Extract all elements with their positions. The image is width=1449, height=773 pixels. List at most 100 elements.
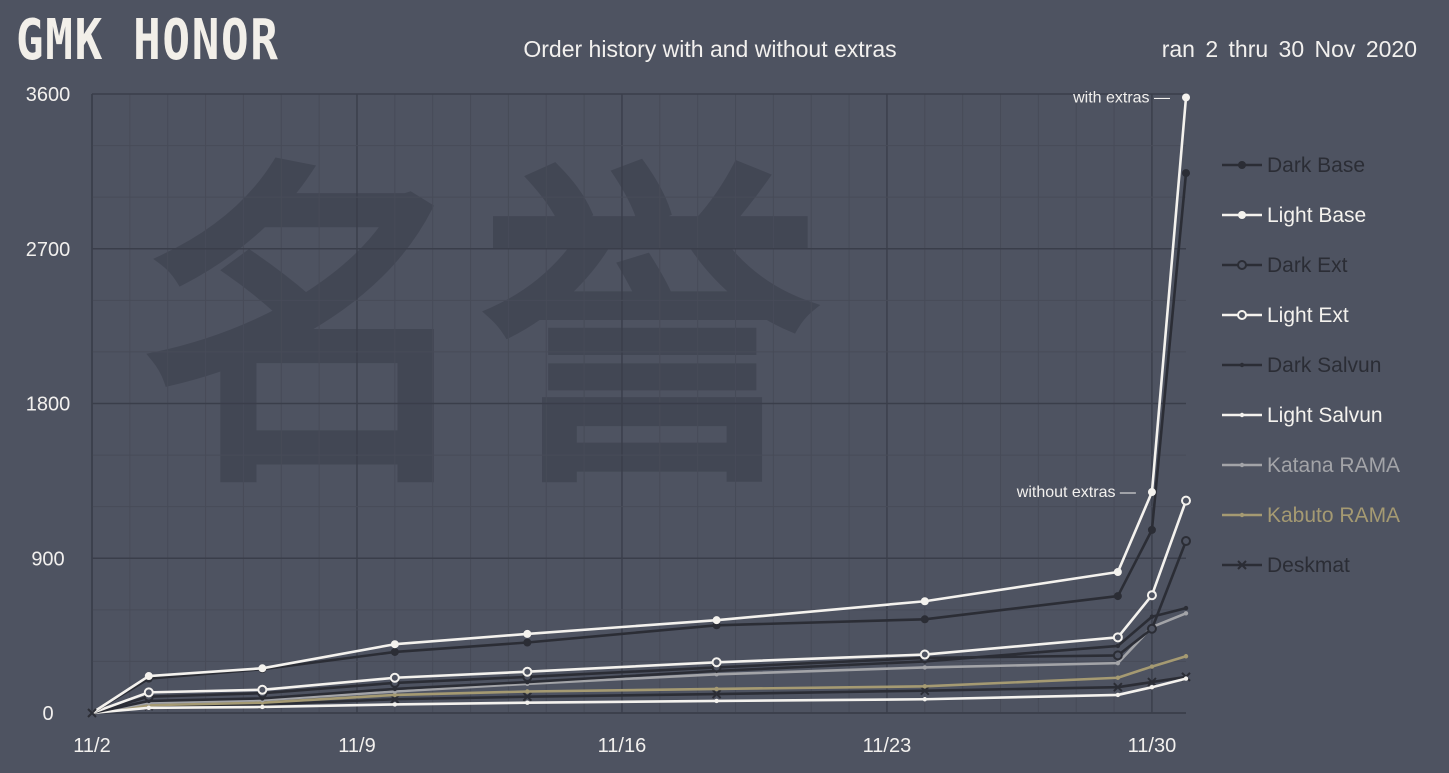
series-line xyxy=(91,172,1188,715)
legend-marker xyxy=(1239,512,1245,518)
data-point xyxy=(714,686,719,692)
data-point xyxy=(922,684,928,689)
x-marker-stroke xyxy=(87,708,97,718)
data-point xyxy=(1113,568,1122,577)
x-marker-stroke xyxy=(920,685,930,696)
series-line xyxy=(91,655,1187,715)
y-tick-label: 900 xyxy=(31,548,64,570)
data-point xyxy=(1115,660,1121,666)
series-light-ext xyxy=(91,495,1191,715)
legend-item-kabuto-rama: Kabuto RAMA xyxy=(1222,504,1400,527)
series-dark-ext xyxy=(91,536,1191,715)
data-point xyxy=(714,698,719,704)
x-marker-stroke xyxy=(1113,682,1123,692)
data-point xyxy=(920,685,930,696)
data-point xyxy=(1115,643,1121,649)
data-point xyxy=(390,694,400,704)
data-point xyxy=(389,672,400,683)
data-point xyxy=(1113,682,1123,692)
data-point xyxy=(922,697,928,702)
data-point xyxy=(390,640,399,649)
legend-item-light-ext: Light Ext xyxy=(1222,304,1349,327)
series-line xyxy=(91,612,1187,715)
data-point xyxy=(257,684,268,695)
x-tick-label: 11/9 xyxy=(338,735,375,757)
data-point xyxy=(1115,675,1121,680)
legend-label: Light Base xyxy=(1267,204,1366,227)
legend-item-deskmat: Deskmat xyxy=(1222,554,1350,577)
y-tick-label: 1800 xyxy=(26,394,71,416)
data-point xyxy=(390,647,399,656)
series-line xyxy=(91,606,1187,715)
legend-marker xyxy=(1239,362,1245,368)
data-point xyxy=(711,657,722,668)
y-tick-label: 2700 xyxy=(26,239,71,261)
data-point xyxy=(1112,650,1123,661)
data-point xyxy=(1149,614,1155,619)
data-point xyxy=(146,705,151,711)
logo: GMK HONOR xyxy=(16,8,280,73)
legend: Dark Base Light Base Dark Ext Light Ext Dark… xyxy=(1222,154,1400,577)
x-tick-label: 11/16 xyxy=(598,735,647,757)
legend-marker xyxy=(1239,412,1245,418)
x-marker-stroke xyxy=(1237,560,1247,570)
legend-label: Light Salvun xyxy=(1267,404,1383,427)
legend-item-dark-ext: Dark Ext xyxy=(1222,254,1348,277)
x-tick-label: 11/30 xyxy=(1128,735,1177,757)
data-point xyxy=(525,700,530,705)
data-point xyxy=(1182,169,1190,178)
data-point xyxy=(714,672,719,677)
annotation-without-extras: without extras — xyxy=(1016,484,1136,501)
series-light-salvun xyxy=(91,676,1189,715)
x-tick-label: 11/23 xyxy=(863,735,912,757)
x-marker-stroke xyxy=(522,691,533,702)
legend-label: Kabuto RAMA xyxy=(1267,504,1400,527)
data-point xyxy=(1146,623,1157,634)
legend-item-katana-rama: Katana RAMA xyxy=(1222,454,1400,477)
data-point xyxy=(1149,685,1155,690)
annotation-with-extras: with extras — xyxy=(1072,89,1170,106)
data-point xyxy=(1115,692,1121,698)
chart-subtitle: ran 2 thru 30 Nov 2020 xyxy=(1161,36,1417,62)
series-layer xyxy=(87,93,1191,718)
watermark-text: 名誉 xyxy=(140,135,825,531)
data-point xyxy=(1183,611,1189,616)
legend-label: Katana RAMA xyxy=(1267,454,1400,477)
data-point xyxy=(1147,525,1156,534)
data-point xyxy=(144,672,153,681)
legend-marker xyxy=(1238,161,1246,169)
series-line xyxy=(91,677,1187,715)
legend-item-light-salvun: Light Salvun xyxy=(1222,404,1383,427)
legend-label: Dark Ext xyxy=(1267,254,1348,277)
data-point xyxy=(1181,495,1191,506)
data-point xyxy=(1113,592,1122,601)
legend-label: Dark Base xyxy=(1267,154,1365,177)
legend-item-dark-salvun: Dark Salvun xyxy=(1222,354,1381,377)
origin-marker xyxy=(87,708,97,718)
data-point xyxy=(1182,93,1190,102)
y-tick-label: 0 xyxy=(42,703,53,725)
legend-label: Deskmat xyxy=(1267,554,1350,577)
data-point xyxy=(392,686,398,692)
data-point xyxy=(523,638,532,647)
legend-marker xyxy=(1239,462,1245,468)
legend-label: Light Ext xyxy=(1267,304,1349,327)
y-tick-label: 3600 xyxy=(26,84,71,106)
data-point xyxy=(525,689,530,694)
axes: 0 900 1800 2700 3600 11/2 11/9 11/16 11/23 11/30 xyxy=(26,84,1186,757)
data-point xyxy=(1149,664,1155,669)
data-point xyxy=(523,629,532,638)
data-point xyxy=(1183,654,1189,659)
data-point xyxy=(711,689,722,699)
series-line xyxy=(91,97,1188,715)
chart-title: Order history with and without extras xyxy=(523,36,897,62)
data-point xyxy=(392,702,398,707)
series-line xyxy=(91,540,1188,715)
legend-marker xyxy=(1237,560,1247,570)
series-light-base xyxy=(91,93,1190,715)
data-point xyxy=(919,649,930,660)
legend-item-light-base: Light Base xyxy=(1222,204,1366,227)
data-point xyxy=(920,597,929,606)
legend-item-dark-base: Dark Base xyxy=(1222,154,1365,177)
data-point xyxy=(260,704,265,710)
